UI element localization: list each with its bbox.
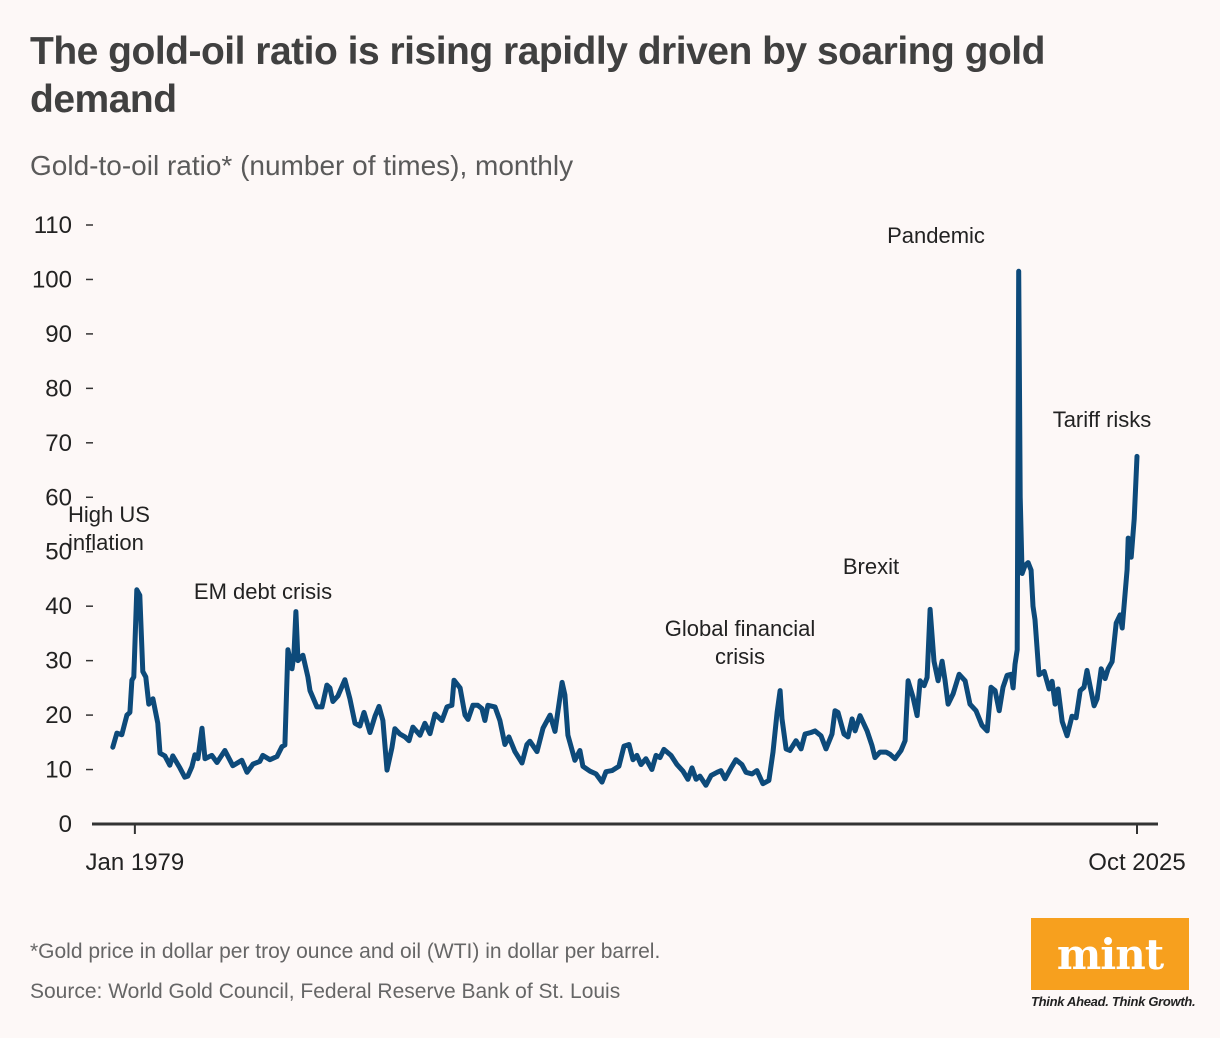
annotation-line: crisis [715,644,765,669]
annotation-label: Brexit [843,554,899,579]
annotation-label: Tariff risks [1053,407,1152,432]
mint-logo: mint [1031,918,1189,990]
y-tick-label: 20 [45,702,72,729]
y-tick-label: 0 [59,811,72,838]
annotation-line: High US [68,502,150,527]
annotation-line: Pandemic [887,223,985,248]
annotation-label: Global financial crisis [665,616,815,669]
annotation-line: EM debt crisis [194,579,332,604]
chart-subtitle: Gold-to-oil ratio* (number of times), mo… [30,150,574,181]
y-tick-label: 50 [45,539,72,566]
annotation-line: Brexit [843,554,899,579]
footnote: *Gold price in dollar per troy ounce and… [30,940,661,963]
logo-tagline: Think Ahead. Think Growth. [1031,994,1196,1009]
annotation-line: inflation [68,530,144,555]
x-tick-label: Jan 1979 [85,849,184,876]
y-tick-label: 90 [45,321,72,348]
y-tick-label: 110 [34,212,72,239]
y-tick-label: 60 [45,484,72,511]
series-line-gold-oil-ratio [110,268,1140,788]
y-tick-label: 80 [45,375,72,402]
annotation-line: Tariff risks [1053,407,1152,432]
y-axis: 0 10 20 30 40 50 60 70 80 90 100 110 [32,212,93,838]
annotations: High US inflation EM debt crisis Global fin… [68,223,1151,669]
annotation-line: Global financial [665,616,815,641]
source-note: Source: World Gold Council, Federal Rese… [30,980,621,1003]
y-tick-label: 30 [45,648,72,675]
annotation-label: Pandemic [887,223,985,248]
y-tick-label: 70 [45,430,72,457]
y-tick-label: 40 [45,593,72,620]
annotation-label: EM debt crisis [194,579,332,604]
annotation-label: High US inflation [68,502,150,555]
x-tick-label: Oct 2025 [1088,849,1185,876]
y-tick-label: 100 [32,266,72,293]
y-tick-label: 10 [45,757,72,784]
logo-text: mint [1056,929,1164,979]
x-axis: Jan 1979 Oct 2025 [85,822,1186,876]
chart-title: The gold-oil ratio is rising rapidly dri… [30,30,1045,121]
